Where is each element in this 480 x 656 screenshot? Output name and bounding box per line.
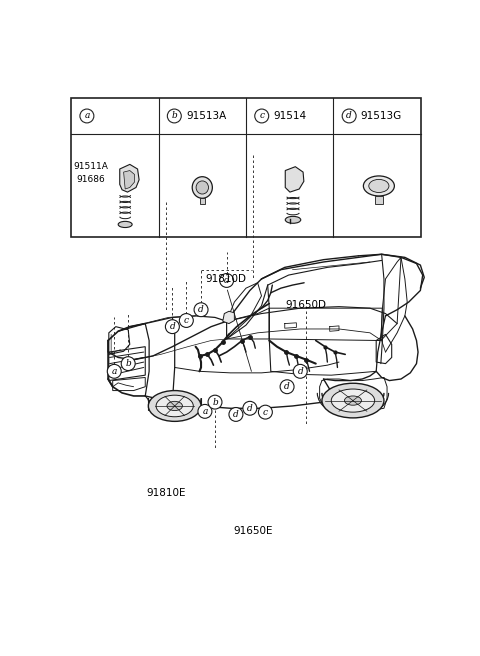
Text: c: c xyxy=(184,316,189,325)
Circle shape xyxy=(293,364,307,379)
Text: 91810E: 91810E xyxy=(146,488,186,498)
Bar xyxy=(375,196,383,203)
Ellipse shape xyxy=(331,389,375,412)
Text: a: a xyxy=(111,367,117,376)
Polygon shape xyxy=(223,311,234,323)
Text: b: b xyxy=(125,359,131,368)
Polygon shape xyxy=(124,171,134,189)
Circle shape xyxy=(258,405,272,419)
Text: 91511A
91686: 91511A 91686 xyxy=(73,162,108,184)
Text: c: c xyxy=(259,112,264,121)
Circle shape xyxy=(255,109,269,123)
Circle shape xyxy=(280,380,294,394)
Text: d: d xyxy=(247,404,253,413)
Text: d: d xyxy=(169,322,175,331)
Text: a: a xyxy=(84,112,90,121)
Ellipse shape xyxy=(369,179,389,192)
Circle shape xyxy=(208,395,222,409)
Ellipse shape xyxy=(192,176,212,198)
Circle shape xyxy=(220,274,234,287)
Circle shape xyxy=(243,401,257,415)
Circle shape xyxy=(80,109,94,123)
Ellipse shape xyxy=(196,181,208,194)
Ellipse shape xyxy=(156,395,193,417)
Ellipse shape xyxy=(118,221,132,228)
Ellipse shape xyxy=(148,390,201,421)
Text: 91514: 91514 xyxy=(274,111,307,121)
Circle shape xyxy=(180,314,193,327)
Circle shape xyxy=(166,319,180,334)
Text: b: b xyxy=(212,398,218,407)
Text: c: c xyxy=(263,407,268,417)
Text: 91513G: 91513G xyxy=(361,111,402,121)
Ellipse shape xyxy=(322,383,384,418)
Circle shape xyxy=(229,407,243,421)
Text: 91513A: 91513A xyxy=(186,111,226,121)
Polygon shape xyxy=(285,167,304,192)
Text: 91650D: 91650D xyxy=(285,300,326,310)
Circle shape xyxy=(107,364,121,379)
Text: d: d xyxy=(298,367,303,376)
Circle shape xyxy=(198,405,212,419)
Text: d: d xyxy=(284,382,290,391)
Text: a: a xyxy=(202,407,208,416)
Text: b: b xyxy=(171,112,177,121)
Text: 91650E: 91650E xyxy=(233,526,273,537)
Circle shape xyxy=(168,109,181,123)
Bar xyxy=(200,198,204,205)
Bar xyxy=(71,98,421,237)
Ellipse shape xyxy=(363,176,395,196)
Text: d: d xyxy=(346,112,352,121)
Circle shape xyxy=(342,109,356,123)
Text: d: d xyxy=(233,410,239,419)
Polygon shape xyxy=(120,165,139,192)
Circle shape xyxy=(194,303,208,317)
Text: d: d xyxy=(224,276,229,285)
Ellipse shape xyxy=(285,216,301,223)
Ellipse shape xyxy=(345,396,361,405)
Text: d: d xyxy=(198,305,204,314)
Text: 91810D: 91810D xyxy=(205,274,246,284)
Ellipse shape xyxy=(167,401,182,411)
Circle shape xyxy=(121,357,135,371)
